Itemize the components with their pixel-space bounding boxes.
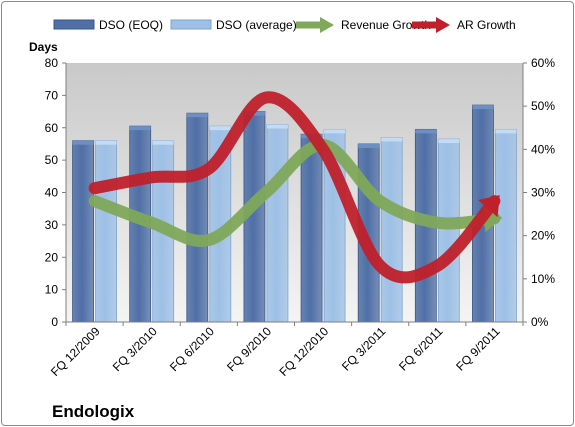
bar-cap <box>129 126 151 131</box>
bar-cap <box>152 140 174 145</box>
bar-dso-eoq <box>300 133 323 323</box>
y-axis-title: Days <box>29 40 58 54</box>
bar-cap <box>72 140 94 145</box>
bar-dso-eoq <box>186 112 209 323</box>
category-axis-labels: FQ 12/2009 FQ 3/2010 FQ 6/2010 FQ 9/2010 FQ … <box>48 322 524 379</box>
y2-tick-label: 30% <box>531 186 555 200</box>
x-tick-label: FQ 12/2009 <box>48 324 103 379</box>
chart-legend: DSO (EOQ) DSO (average) Revenue Growth AR G… <box>53 17 516 33</box>
y2-tick-label: 10% <box>531 272 555 286</box>
bar-cap <box>472 105 494 110</box>
company-name: Endologix <box>52 402 135 421</box>
y2-tick-label: 60% <box>531 56 555 70</box>
legend-label-dso-average: DSO (average) <box>216 18 297 32</box>
y-tick-label: 40 <box>45 186 59 200</box>
y-tick-label: 50 <box>45 153 59 167</box>
x-tick-label: FQ 6/2010 <box>167 324 217 374</box>
y-tick-label: 20 <box>45 250 59 264</box>
legend-arrow-revenue-growth <box>320 17 334 33</box>
bar-cap <box>438 139 460 144</box>
legend-swatch-dso-average <box>170 19 212 30</box>
x-tick-label: FQ 3/2011 <box>339 324 389 374</box>
bar-dso-eoq <box>72 140 94 323</box>
bar-cap <box>186 113 208 118</box>
bar-dso-average <box>380 137 403 323</box>
bar-cap <box>415 129 437 134</box>
legend-label-revenue-growth: Revenue Growth <box>341 18 431 32</box>
bar-dso-average <box>495 128 517 323</box>
growth-series <box>88 91 503 284</box>
legend-arrow-ar-growth <box>436 17 450 33</box>
ar-growth-line <box>88 91 501 284</box>
y-tick-label: 0 <box>51 315 58 329</box>
bar-cap <box>495 129 517 134</box>
y-tick-label: 80 <box>45 56 59 70</box>
revenue-growth-line <box>88 139 501 247</box>
legend-label-ar-growth: AR Growth <box>457 18 516 32</box>
bar-dso-average <box>437 138 460 323</box>
bar-dso-average <box>266 124 289 323</box>
y-tick-label: 60 <box>45 121 59 135</box>
y-tick-label: 70 <box>45 88 59 102</box>
x-tick-label: FQ 6/2011 <box>396 324 446 374</box>
y2-tick-label: 40% <box>531 142 555 156</box>
ar-growth-arrowhead <box>478 195 500 218</box>
left-axis-ticks: 0 10 20 30 40 50 60 70 80 <box>45 56 66 329</box>
y2-tick-label: 50% <box>531 99 555 113</box>
x-tick-label: FQ 9/2010 <box>224 324 274 374</box>
y-tick-label: 10 <box>45 283 59 297</box>
bar-cap <box>358 143 380 148</box>
bar-cap <box>381 137 403 142</box>
bar-cap <box>324 129 346 134</box>
legend-swatch-dso-eoq <box>53 19 95 30</box>
legend-label-dso-eoq: DSO (EOQ) <box>99 18 163 32</box>
bar-cap <box>266 124 288 129</box>
bar-cap <box>95 140 117 145</box>
bar-dso-average <box>95 140 117 323</box>
x-tick-label: FQ 12/2010 <box>276 324 331 379</box>
y2-tick-label: 0% <box>531 315 549 329</box>
x-tick-label: FQ 9/2011 <box>453 324 503 374</box>
right-axis-ticks: 0% 10% 20% 30% 40% 50% 60% <box>523 56 555 329</box>
y2-tick-label: 20% <box>531 229 555 243</box>
x-tick-label: FQ 3/2010 <box>110 324 160 374</box>
y-tick-label: 30 <box>45 218 59 232</box>
bar-cap <box>209 126 231 131</box>
